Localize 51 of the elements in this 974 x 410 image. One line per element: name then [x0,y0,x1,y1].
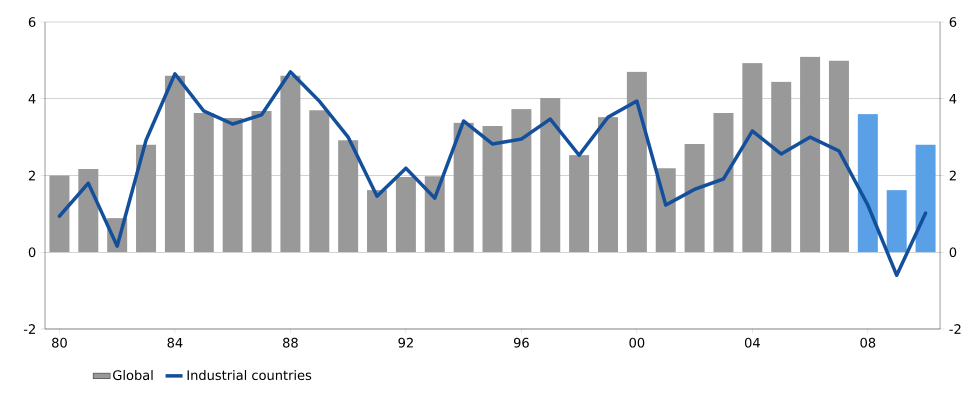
bar [598,117,618,252]
x-tick-label: 92 [398,338,413,348]
bar [771,82,792,252]
y2-tick-label: 0 [950,247,956,258]
x-tick-label: 88 [283,338,298,348]
bar [280,76,300,252]
bar [742,63,762,252]
y2-tick-label: 2 [950,170,956,180]
y2-tick-label: 6 [950,17,956,27]
bar [454,122,474,252]
bar [916,144,936,252]
bar [886,190,907,252]
bar [424,176,445,252]
bar [222,118,243,252]
bar [252,111,272,252]
bar [858,114,878,252]
bar [511,109,532,252]
x-tick-label: 04 [744,338,760,348]
y2-tick-label: -2 [949,324,960,334]
line-series [58,70,928,278]
bar [482,126,503,252]
bar [684,144,705,252]
bar [194,112,214,252]
x-tick-label: 80 [52,338,67,348]
bar [800,56,820,252]
x-tick-label: 96 [514,338,529,348]
bar [569,155,590,252]
bar [656,168,676,252]
y-tick-label: 6 [28,17,36,27]
legend-label: Industrial countries [188,370,312,380]
bar [136,144,156,252]
y-tick-label: 0 [28,247,36,258]
y-tick-label: 4 [28,94,36,104]
bar [626,72,647,252]
bar [309,110,330,252]
x-tick-label: 00 [629,338,644,348]
bar [338,140,358,252]
bar [49,176,70,252]
bar [367,190,388,252]
x-tick-label: 84 [168,338,182,348]
y-tick-label: -2 [24,324,35,334]
bar [396,177,416,252]
legend-label: Global [113,370,153,380]
bar [164,76,185,252]
y-tick-label: 2 [28,170,35,180]
y2-tick-label: 4 [949,94,956,104]
bar [540,98,560,252]
bar [828,60,849,252]
bar [78,168,98,252]
x-tick-label: 08 [860,338,876,348]
bar [713,112,734,252]
